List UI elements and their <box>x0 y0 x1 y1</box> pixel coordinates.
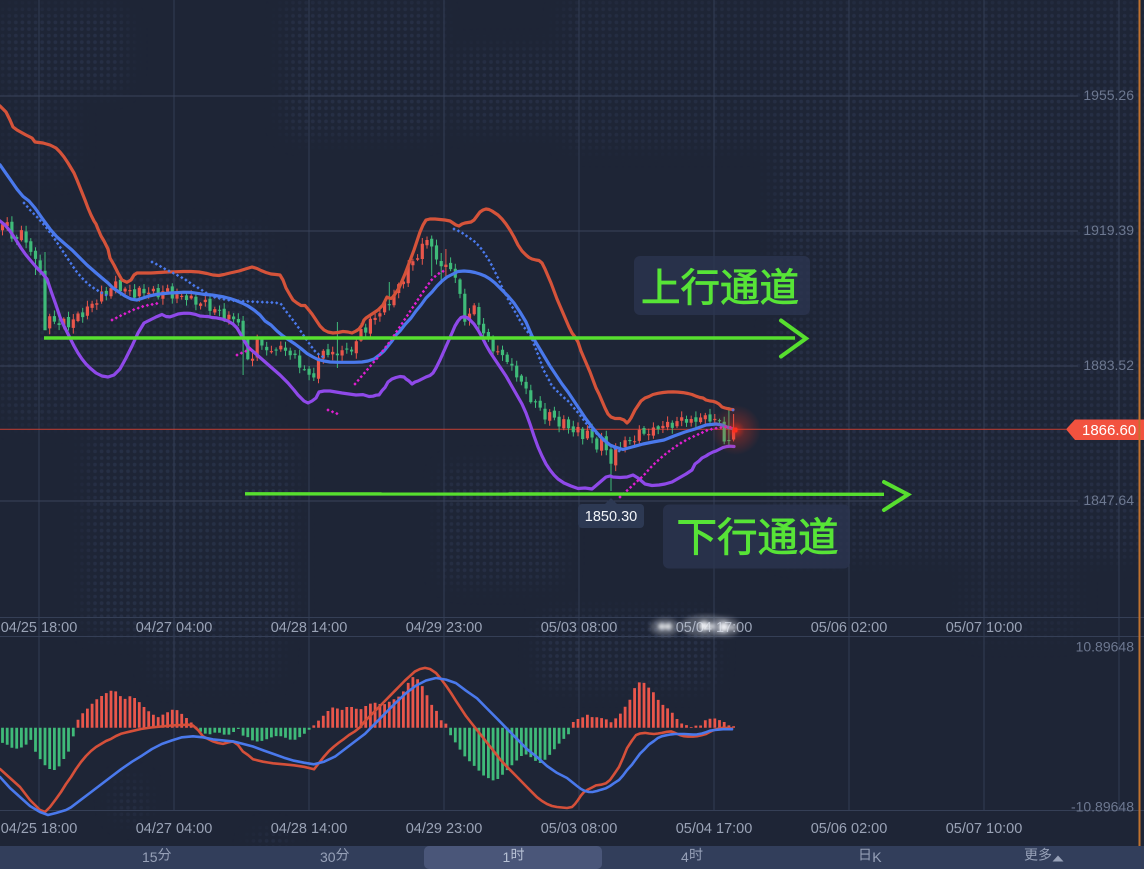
svg-text:05/03 08:00: 05/03 08:00 <box>541 620 618 636</box>
svg-text:1866.60: 1866.60 <box>1082 422 1136 439</box>
svg-text:05/07 10:00: 05/07 10:00 <box>946 821 1023 837</box>
svg-text:1847.64: 1847.64 <box>1083 492 1134 508</box>
svg-text:05/03 08:00: 05/03 08:00 <box>541 821 618 837</box>
svg-text:30: 30 <box>320 849 336 865</box>
svg-text:-10.89648: -10.89648 <box>1071 799 1134 815</box>
svg-text:1919.39: 1919.39 <box>1083 222 1134 238</box>
svg-text:1955.26: 1955.26 <box>1083 87 1134 103</box>
svg-text:1: 1 <box>503 849 511 865</box>
svg-text:05/06 02:00: 05/06 02:00 <box>811 620 888 636</box>
svg-text:04/25 18:00: 04/25 18:00 <box>1 821 78 837</box>
svg-text:10.89648: 10.89648 <box>1076 639 1135 655</box>
svg-text:1850.30: 1850.30 <box>585 509 637 525</box>
svg-text:04/28 14:00: 04/28 14:00 <box>271 821 348 837</box>
svg-text:05/06 02:00: 05/06 02:00 <box>811 821 888 837</box>
svg-text:05/07 10:00: 05/07 10:00 <box>946 620 1023 636</box>
svg-text:K: K <box>872 849 882 865</box>
svg-text:04/27 04:00: 04/27 04:00 <box>136 620 213 636</box>
svg-text:4: 4 <box>681 849 689 865</box>
svg-text:04/29 23:00: 04/29 23:00 <box>406 821 483 837</box>
svg-text:04/28 14:00: 04/28 14:00 <box>271 620 348 636</box>
svg-text:04/27 04:00: 04/27 04:00 <box>136 821 213 837</box>
svg-text:04/25 18:00: 04/25 18:00 <box>1 620 78 636</box>
svg-text:05/04 17:00: 05/04 17:00 <box>676 821 753 837</box>
svg-text:1883.52: 1883.52 <box>1083 357 1134 373</box>
svg-text:04/29 23:00: 04/29 23:00 <box>406 620 483 636</box>
svg-text:15: 15 <box>142 849 158 865</box>
